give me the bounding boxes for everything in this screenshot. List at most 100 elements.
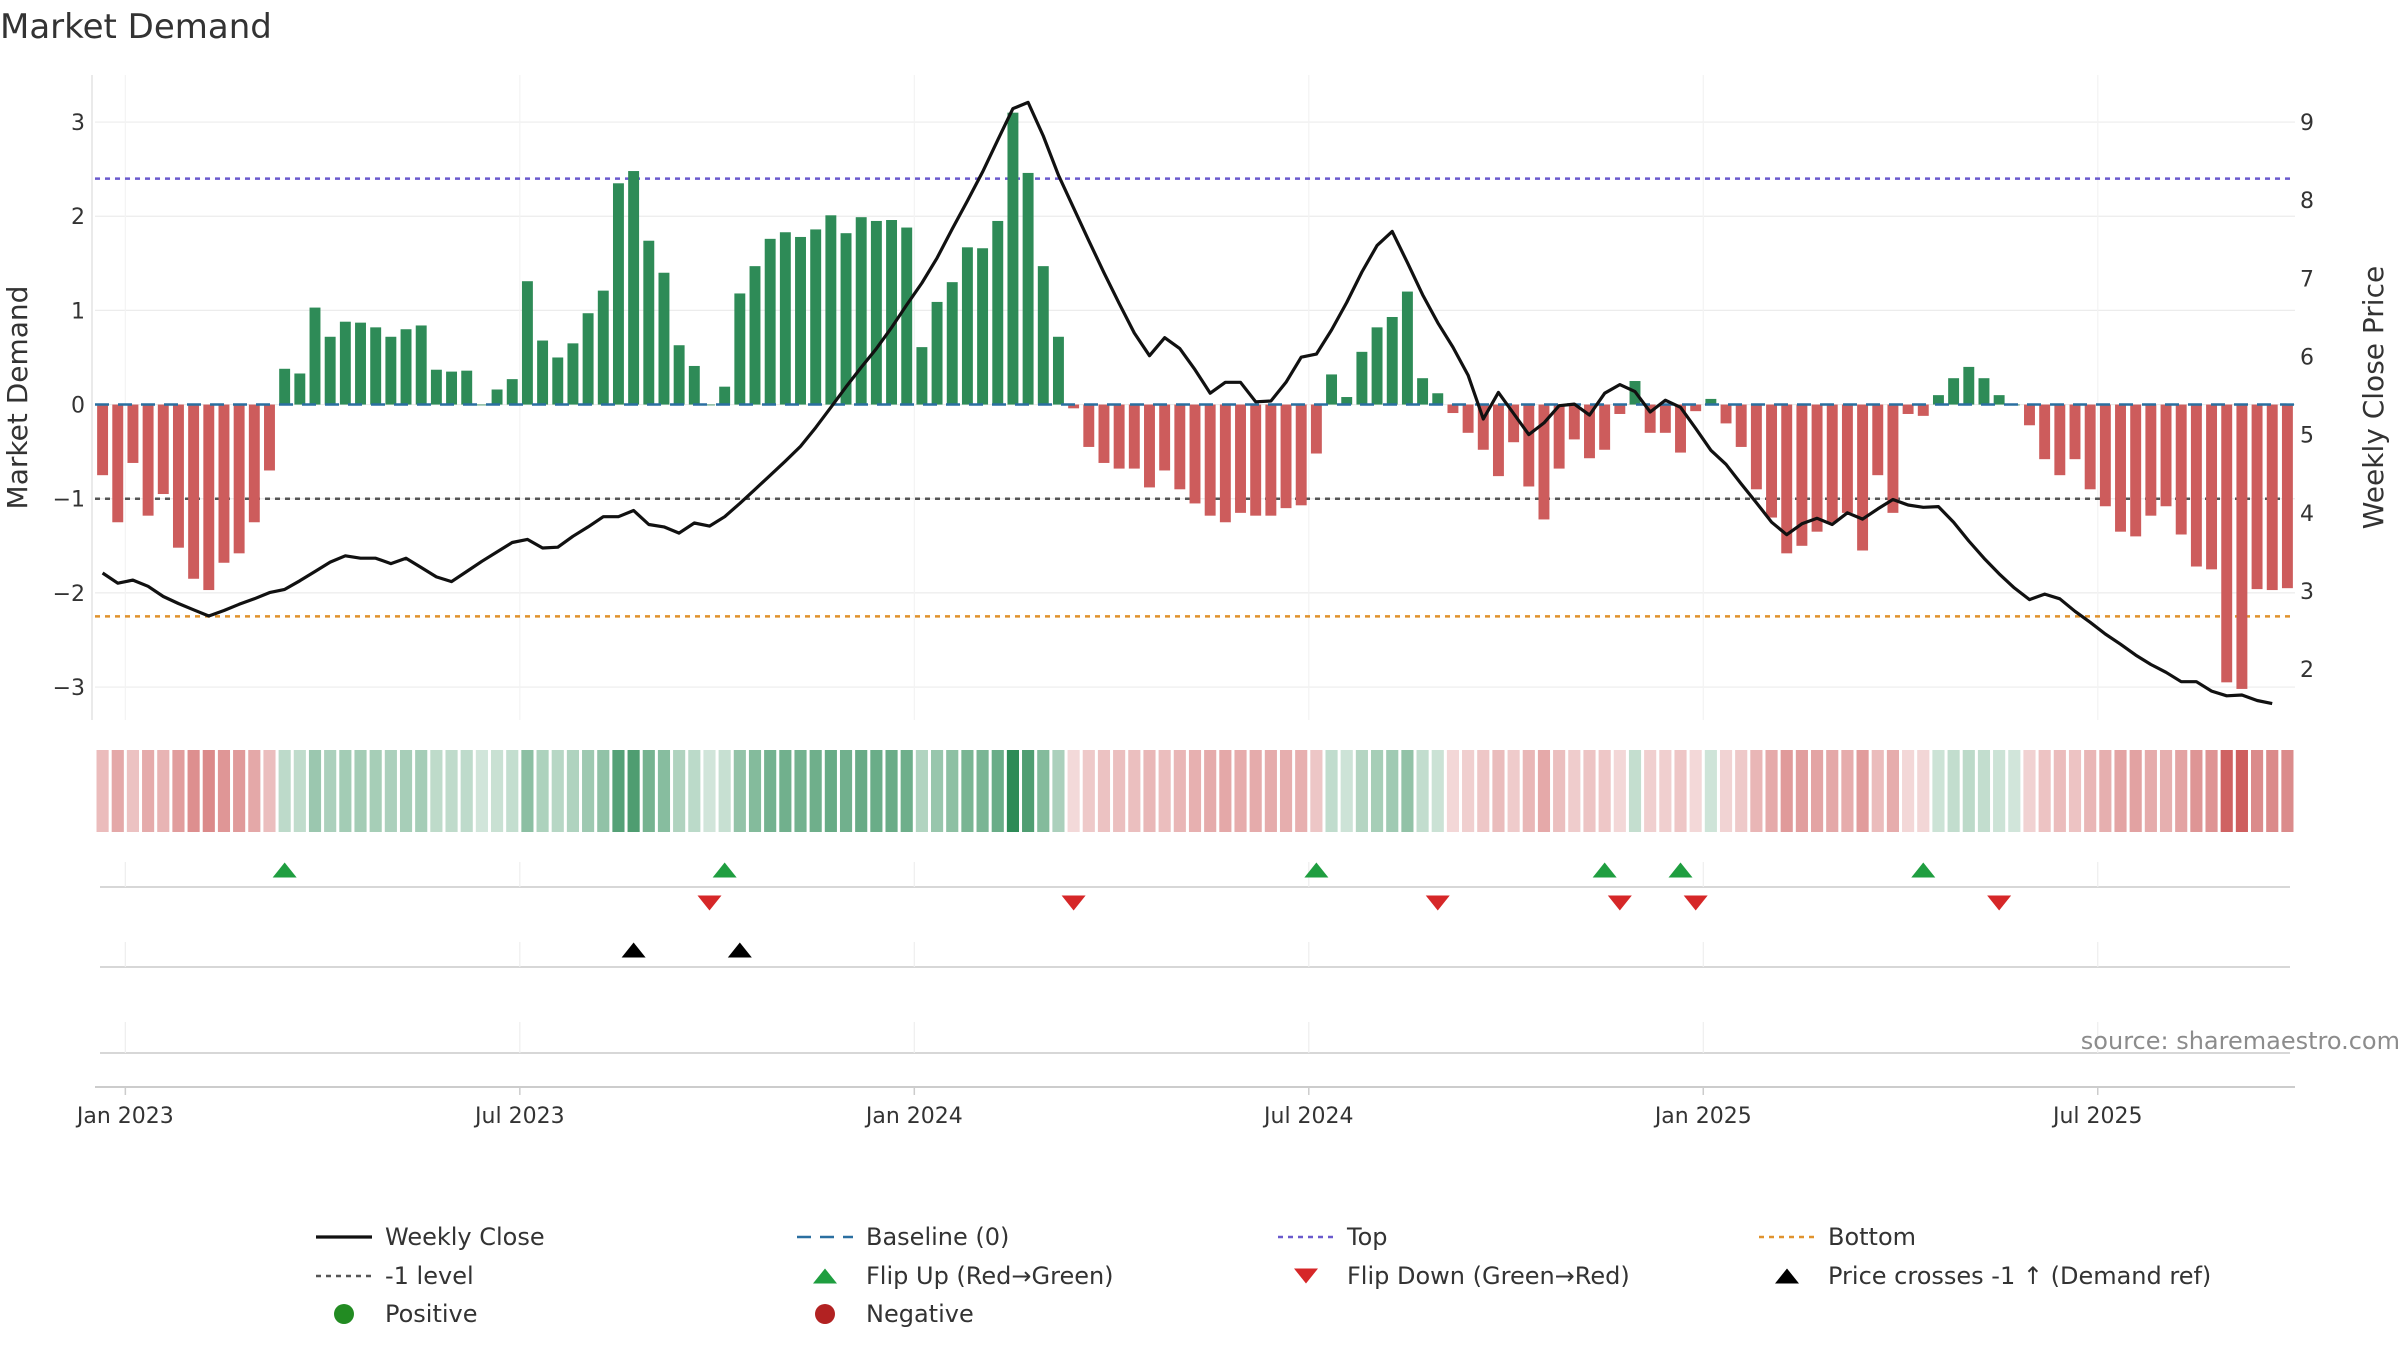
- heat-cell: [1537, 750, 1551, 832]
- heat-cell: [1704, 750, 1717, 832]
- demand-bar: [279, 368, 291, 405]
- heat-cell: [1613, 750, 1626, 832]
- demand-bar: [491, 389, 503, 405]
- demand-bar: [1068, 404, 1080, 409]
- heat-cell: [491, 750, 504, 832]
- heat-cell: [1856, 750, 1869, 832]
- heat-cell: [369, 750, 382, 832]
- heat-cell: [126, 750, 139, 832]
- demand-bar: [946, 282, 958, 405]
- heat-cell: [1143, 750, 1156, 832]
- demand-bar: [233, 404, 245, 554]
- heat-cell: [961, 750, 974, 832]
- demand-heat-strip: [96, 750, 2294, 832]
- demand-bar: [1872, 404, 1884, 476]
- heat-cell: [915, 750, 928, 832]
- demand-bar: [901, 227, 913, 405]
- demand-bar: [2130, 404, 2142, 537]
- x-axis: Jan 2023 Jul 2023 Jan 2024 Jul 2024 Jan 2025…: [75, 1086, 2295, 1129]
- flip-up-marker: [1592, 862, 1617, 878]
- demand-bar: [203, 404, 215, 591]
- heat-cell: [157, 750, 170, 832]
- left-axis-label: Market Demand: [1, 286, 34, 510]
- demand-bar: [1857, 404, 1869, 551]
- demand-bar: [1432, 393, 1444, 405]
- heat-cell: [1826, 750, 1839, 832]
- heat-cell: [855, 750, 868, 832]
- demand-bar: [870, 220, 882, 405]
- legend-label-negative: Negative: [866, 1300, 974, 1328]
- demand-bar: [886, 220, 898, 405]
- right-axis-label: Weekly Close Price: [2357, 266, 2390, 529]
- demand-bar: [643, 240, 655, 405]
- heat-cell: [2205, 750, 2218, 832]
- heat-cell: [2084, 750, 2097, 832]
- x-tick-label: Jan 2024: [864, 1104, 963, 1129]
- x-tick-label: Jul 2024: [1262, 1104, 1354, 1129]
- right-tick-label: 6: [2300, 345, 2314, 370]
- right-tick-label: 7: [2300, 267, 2314, 292]
- flip-down-marker: [1061, 895, 1086, 911]
- heat-cell: [293, 750, 306, 832]
- demand-bar: [355, 322, 366, 405]
- demand-bar: [992, 220, 1004, 405]
- heat-cell: [870, 750, 883, 832]
- heat-cell: [2038, 750, 2051, 832]
- heat-cell: [1583, 750, 1596, 832]
- demand-bar: [658, 272, 670, 405]
- demand-bar: [1932, 395, 1944, 405]
- demand-bar: [1174, 404, 1186, 490]
- demand-bar: [1644, 404, 1656, 433]
- heat-cell: [1006, 750, 1019, 832]
- heat-cell: [2023, 750, 2036, 832]
- heat-cell: [460, 750, 473, 832]
- heat-cell: [2053, 750, 2066, 832]
- heat-cell: [1719, 750, 1733, 832]
- legend-price-cross-swatch: [1775, 1268, 1799, 1284]
- weekly-close-line: [101, 100, 2273, 706]
- heat-cell: [1735, 750, 1748, 832]
- heat-cell: [1644, 750, 1657, 832]
- legend-label-positive: Positive: [385, 1300, 478, 1328]
- heat-cell: [1401, 750, 1414, 832]
- legend-label-flip-down: Flip Down (Green→Red): [1347, 1262, 1630, 1290]
- demand-bar: [1326, 374, 1338, 405]
- heat-cell: [642, 750, 655, 832]
- heat-cell: [839, 750, 853, 832]
- demand-bar: [339, 321, 351, 405]
- heat-cell: [2008, 750, 2021, 832]
- demand-bar: [157, 404, 169, 495]
- demand-bar: [1356, 351, 1368, 405]
- right-tick-label: 4: [2300, 502, 2314, 527]
- heat-cell: [430, 750, 443, 832]
- heat-cell: [2068, 750, 2082, 832]
- heat-cell: [1022, 750, 1035, 832]
- demand-bar: [1159, 404, 1171, 471]
- heat-cell: [1067, 750, 1080, 832]
- demand-bar: [218, 404, 230, 563]
- demand-bar: [2145, 404, 2157, 516]
- heat-cell: [2175, 750, 2188, 832]
- demand-bar: [582, 313, 594, 405]
- heat-cell: [1932, 750, 1945, 832]
- demand-bar: [1766, 404, 1778, 518]
- heat-cell: [1765, 750, 1778, 832]
- demand-bar: [2084, 404, 2096, 490]
- demand-bar: [825, 215, 837, 405]
- heat-cell: [627, 750, 640, 832]
- demand-bar: [1462, 404, 1474, 433]
- heat-cell: [1082, 750, 1095, 832]
- heat-cell: [2144, 750, 2157, 832]
- heat-cell: [1477, 750, 1490, 832]
- demand-bar: [2099, 404, 2111, 507]
- heat-cell: [976, 750, 989, 832]
- demand-bar: [597, 290, 609, 405]
- heat-cell: [1780, 750, 1793, 832]
- demand-bar: [795, 236, 806, 405]
- demand-bar: [400, 329, 412, 405]
- heat-cell: [1917, 750, 1930, 832]
- heat-cell: [582, 750, 595, 832]
- demand-bar: [1204, 404, 1216, 516]
- heat-cell: [1462, 750, 1475, 832]
- demand-bar: [1841, 404, 1853, 513]
